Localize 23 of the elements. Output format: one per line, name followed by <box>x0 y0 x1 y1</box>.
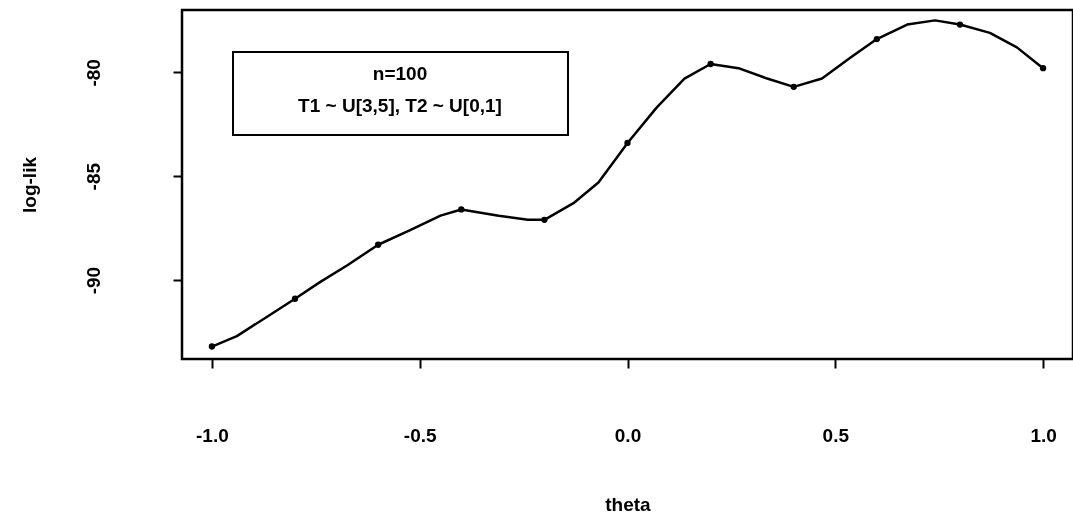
annotation: n=100 <box>372 63 428 84</box>
point <box>374 241 382 248</box>
annotation: T1 ~ U[3,5], T2 ~ U[0,1] <box>298 95 502 116</box>
point <box>707 60 714 68</box>
y-tick-label: -90 <box>82 266 104 295</box>
y-tick-label: -85 <box>82 162 104 191</box>
point <box>1039 65 1047 72</box>
x-tick-label: 0.5 <box>822 424 850 446</box>
point <box>458 206 465 213</box>
point <box>624 139 631 147</box>
x-tick-label: 1.0 <box>1030 424 1057 446</box>
x-tick-label: 0.0 <box>614 424 642 446</box>
point <box>291 295 299 302</box>
x-axis-title: theta <box>605 493 652 515</box>
x-tick-label: -0.5 <box>403 424 438 446</box>
point <box>790 83 797 91</box>
point <box>208 343 216 350</box>
y-axis-title: log-lik <box>18 156 40 213</box>
point <box>956 21 964 28</box>
point <box>541 216 548 223</box>
x-tick-label: -1.0 <box>196 424 229 446</box>
y-tick-label: -80 <box>82 59 104 87</box>
point <box>873 35 881 43</box>
